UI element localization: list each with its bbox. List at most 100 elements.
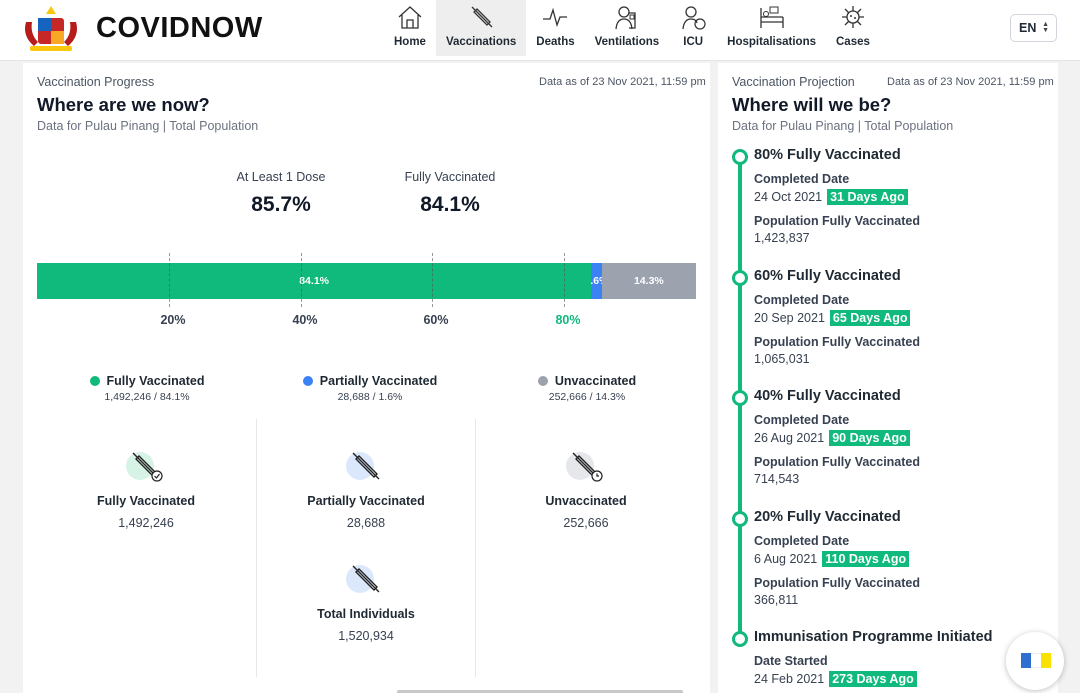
nav-cases[interactable]: Cases	[826, 0, 880, 56]
count-partial-label: Partially Vaccinated	[307, 494, 425, 508]
nav-ventilations-label: Ventilations	[594, 36, 660, 48]
nav-hospitalisations[interactable]: Hospitalisations	[717, 0, 826, 56]
milestone-date: 26 Aug 2021	[754, 431, 825, 445]
fully-vaccinated-label: Fully Vaccinated	[404, 170, 496, 184]
nav-deaths[interactable]: Deaths	[526, 0, 584, 56]
ventilator-icon	[615, 6, 636, 30]
language-value: EN	[1019, 21, 1037, 35]
bar-segment-fully[interactable]: 84.1%	[37, 263, 592, 299]
nav-home[interactable]: Home	[384, 0, 436, 56]
pulse-icon	[543, 7, 568, 28]
count-fully-label: Fully Vaccinated	[97, 494, 195, 508]
hospital-bed-icon	[759, 6, 784, 28]
main-nav: Home Vaccinations Deaths Ventilations IC…	[384, 0, 880, 56]
milestone-title: 40% Fully Vaccinated	[754, 388, 901, 404]
timeline-node	[732, 631, 748, 647]
language-select[interactable]: EN ▲ ▼	[1010, 14, 1057, 42]
nav-icu[interactable]: ICU	[669, 0, 717, 56]
timeline-node	[732, 149, 748, 165]
tick-20: 20%	[160, 313, 186, 327]
milestone-60: 60% Fully Vaccinated Completed Date 20 S…	[754, 268, 1054, 366]
milestone-title: 20% Fully Vaccinated	[754, 509, 901, 525]
coat-of-arms-logo[interactable]	[20, 4, 82, 54]
milestone-pop-label: Population Fully Vaccinated	[754, 335, 921, 349]
count-fully-vaccinated: Fully Vaccinated 1,492,246	[51, 448, 241, 530]
milestone-pop: 366,811	[754, 593, 799, 607]
syringe-icon	[471, 6, 493, 28]
count-total-value: 1,520,934	[338, 629, 394, 643]
nav-vaccinations-label: Vaccinations	[445, 36, 517, 48]
nav-hospitalisations-label: Hospitalisations	[727, 36, 816, 48]
bar-segment-unvaccinated[interactable]: 14.3%	[601, 263, 696, 299]
milestone-date-label: Completed Date	[754, 172, 850, 186]
legend-partial-value: 28,688 / 1.6%	[337, 391, 403, 403]
milestone-80: 80% Fully Vaccinated Completed Date 24 O…	[754, 147, 1054, 245]
top-header: COVIDNOW Home Vaccinations Deaths Ventil…	[0, 0, 1080, 61]
progress-eyebrow: Vaccination Progress	[37, 75, 155, 89]
milestone-date-label: Date Started	[754, 654, 828, 668]
count-unvaccinated-value: 252,666	[563, 516, 609, 530]
count-partial-value: 28,688	[346, 516, 386, 530]
fully-vaccinated-value: 84.1%	[420, 193, 480, 216]
legend-fully-label: Fully Vaccinated	[106, 374, 205, 388]
legend-partial: Partially Vaccinated 28,688 / 1.6%	[285, 374, 455, 403]
gridline-40	[301, 253, 302, 307]
milestone-pop: 1,065,031	[754, 352, 810, 366]
projection-subtitle: Data for Pulau Pinang | Total Population	[732, 119, 954, 133]
syringe-clock-icon	[572, 452, 603, 482]
penang-flag-icon	[1021, 653, 1051, 668]
syringe-icon	[352, 565, 380, 593]
milestone-date-label: Completed Date	[754, 534, 850, 548]
gridline-20	[169, 253, 170, 307]
count-total-individuals: Total Individuals 1,520,934	[271, 561, 461, 643]
vaccination-progress-card: Vaccination Progress Data as of 23 Nov 2…	[23, 63, 710, 693]
legend-partial-label: Partially Vaccinated	[319, 374, 438, 388]
nav-vaccinations[interactable]: Vaccinations	[435, 0, 527, 56]
gridline-60	[432, 253, 433, 307]
state-selector-button[interactable]	[1006, 632, 1064, 690]
grey-dot-icon	[537, 376, 548, 386]
milestone-pop-label: Population Fully Vaccinated	[754, 576, 921, 590]
at-least-one-dose-value: 85.7%	[251, 193, 311, 216]
milestone-date-label: Completed Date	[754, 293, 850, 307]
milestone-date: 20 Sep 2021	[754, 311, 825, 325]
legend-unvaccinated-value: 252,666 / 14.3%	[548, 391, 626, 403]
milestone-date: 24 Oct 2021	[754, 190, 823, 204]
legend-fully-value: 1,492,246 / 84.1%	[104, 391, 190, 403]
horizontal-scrollbar[interactable]	[397, 690, 683, 693]
nav-home-label: Home	[394, 36, 426, 48]
timeline-node	[732, 270, 748, 286]
nav-icu-label: ICU	[683, 36, 704, 48]
legend-fully: Fully Vaccinated 1,492,246 / 84.1%	[67, 374, 227, 403]
milestone-date-label: Completed Date	[754, 413, 850, 427]
at-least-one-dose-label: At Least 1 Dose	[236, 170, 326, 184]
milestone-pop-label: Population Fully Vaccinated	[754, 455, 921, 469]
count-partially-vaccinated: Partially Vaccinated 28,688	[271, 448, 461, 530]
column-divider	[256, 419, 257, 677]
milestone-pop: 714,543	[754, 472, 800, 486]
milestone-date: 24 Feb 2021	[754, 672, 825, 686]
milestone-20: 20% Fully Vaccinated Completed Date 6 Au…	[754, 509, 1054, 607]
days-ago-badge: 90 Days Ago	[829, 430, 910, 446]
progress-title: Where are we now?	[37, 94, 210, 115]
icu-icon	[682, 6, 706, 30]
gridline-80	[564, 253, 565, 307]
nav-ventilations[interactable]: Ventilations	[585, 0, 670, 56]
nav-deaths-label: Deaths	[536, 36, 575, 48]
count-unvaccinated: Unvaccinated 252,666	[491, 448, 681, 530]
count-fully-value: 1,492,246	[118, 516, 174, 530]
brand-title[interactable]: COVIDNOW	[96, 12, 263, 44]
virus-icon	[841, 6, 864, 28]
bar-segment-partial[interactable]: 1.6%	[591, 263, 602, 299]
projection-title: Where will we be?	[732, 94, 892, 115]
home-icon	[398, 6, 422, 29]
days-ago-badge: 110 Days Ago	[822, 551, 910, 567]
milestone-pop-label: Population Fully Vaccinated	[754, 214, 921, 228]
tick-60: 60%	[423, 313, 449, 327]
vaccination-progress-bar[interactable]: 84.1% 1.6% 14.3%	[37, 263, 696, 299]
progress-data-as-of: Data as of 23 Nov 2021, 11:59 pm	[539, 76, 706, 88]
syringe-icon	[352, 452, 380, 480]
milestone-date: 6 Aug 2021	[754, 552, 818, 566]
progress-subtitle: Data for Pulau Pinang | Total Population	[37, 119, 259, 133]
legend-unvaccinated: Unvaccinated 252,666 / 14.3%	[519, 374, 655, 403]
